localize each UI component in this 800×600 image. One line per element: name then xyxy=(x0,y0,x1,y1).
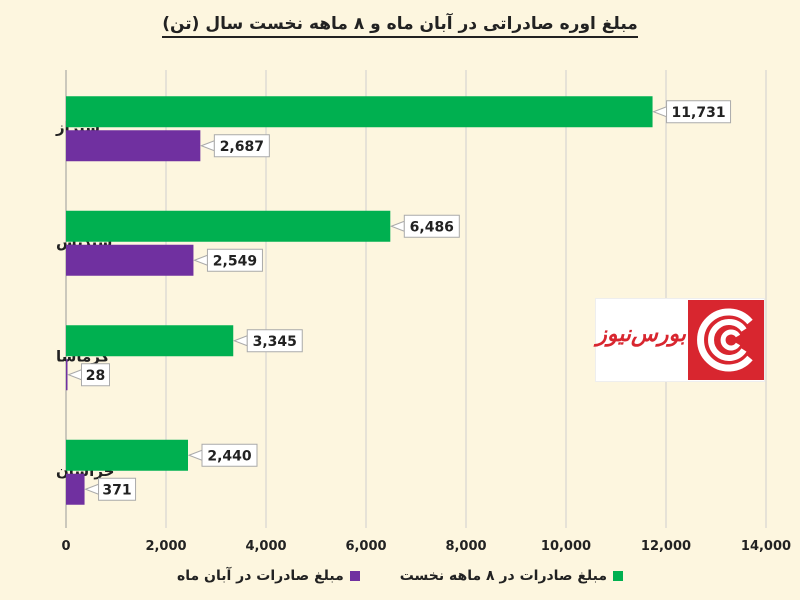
x-tick-label: 14,000 xyxy=(741,539,791,554)
data-label-box xyxy=(403,214,460,238)
bar xyxy=(66,244,194,276)
chart-title: مبلغ اوره صادراتی در آبان ماه و ۸ ماهه ن… xyxy=(162,14,638,38)
data-label-pointer xyxy=(232,335,248,347)
logo-text: بورس‌نیوز xyxy=(596,321,686,347)
data-label-pointer xyxy=(67,369,82,381)
chart-title-wrap: مبلغ اوره صادراتی در آبان ماه و ۸ ماهه ن… xyxy=(0,14,800,38)
data-label-box xyxy=(213,134,270,158)
data-label-box xyxy=(246,329,303,353)
bar xyxy=(66,439,188,471)
bar xyxy=(66,359,68,391)
logo: بورس‌نیوز xyxy=(595,298,765,382)
x-tick-label: 4,000 xyxy=(245,539,286,554)
legend-item-purple: مبلغ صادرات در آبان ماه xyxy=(177,568,360,584)
data-label-box xyxy=(81,363,110,387)
data-label-pointer xyxy=(187,449,203,461)
data-label: 371 xyxy=(102,482,131,498)
legend-swatch-green xyxy=(613,571,624,581)
data-label: 2,440 xyxy=(207,448,252,464)
data-label: 3,345 xyxy=(253,334,297,350)
data-label-pointer xyxy=(84,483,100,495)
data-label-box xyxy=(206,248,263,272)
legend-swatch-purple xyxy=(349,571,360,581)
data-label-pointer xyxy=(389,220,405,232)
legend-item-green: مبلغ صادرات در ۸ ماهه نخست xyxy=(399,568,624,584)
x-tick-label: 10,000 xyxy=(541,539,591,554)
logo-mark-icon xyxy=(688,300,764,380)
legend: مبلغ صادرات در ۸ ماهه نخست مبلغ صادرات د… xyxy=(0,568,800,584)
legend-label-purple: مبلغ صادرات در آبان ماه xyxy=(176,568,344,584)
bar xyxy=(66,210,391,242)
bar xyxy=(66,325,234,357)
data-label-box xyxy=(98,477,137,501)
data-label: 2,549 xyxy=(213,253,257,269)
x-tick-label: 6,000 xyxy=(345,539,386,554)
data-label: 6,486 xyxy=(410,219,454,235)
bar xyxy=(66,130,201,162)
legend-label-green: مبلغ صادرات در ۸ ماهه نخست xyxy=(399,568,608,584)
x-tick-label: 12,000 xyxy=(641,539,691,554)
data-label-pointer xyxy=(193,254,208,266)
data-label-pointer xyxy=(652,106,668,118)
data-label-pointer xyxy=(199,140,215,152)
data-label: 28 xyxy=(86,368,105,384)
bar xyxy=(66,96,653,128)
data-label: 2,687 xyxy=(220,139,264,155)
data-label-box xyxy=(666,100,732,124)
data-label: 11,731 xyxy=(672,105,726,121)
x-tick-label: 8,000 xyxy=(445,539,486,554)
x-tick-label: 0 xyxy=(61,539,70,554)
bar xyxy=(66,473,85,505)
data-label-box xyxy=(201,443,258,467)
x-tick-label: 2,000 xyxy=(145,539,186,554)
